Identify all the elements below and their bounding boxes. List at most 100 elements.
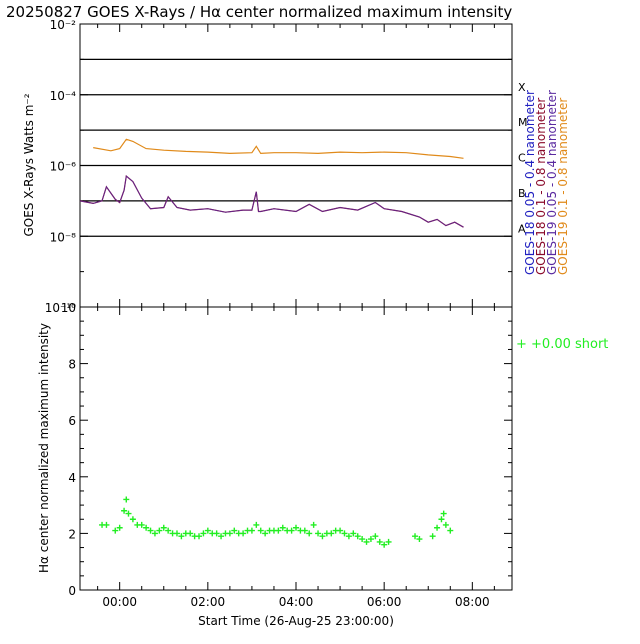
halpha-point [350, 530, 357, 537]
halpha-point [434, 524, 441, 531]
goes-class-lines [80, 58, 512, 237]
y-tick-label: 0 [68, 584, 76, 598]
y-tick-label: 10⁻⁸ [50, 230, 77, 244]
halpha-x-ticks: 00:00 02:00 04:00 06:00 08:00 [97, 307, 495, 609]
flare-class-label: A [518, 222, 526, 235]
halpha-point [226, 530, 233, 537]
halpha-point [253, 521, 260, 528]
halpha-point [319, 533, 326, 540]
halpha-point [138, 521, 145, 528]
halpha-point [293, 524, 299, 531]
halpha-point [288, 527, 295, 534]
halpha-point [367, 536, 374, 543]
halpha-panel-frame [79, 306, 513, 591]
goes-series-line [79, 174, 464, 228]
goes-legend-entry: GOES-19 0.05 - 0.4 nanometer [545, 90, 559, 275]
halpha-point [416, 536, 423, 543]
halpha-point [385, 538, 392, 545]
goes-series-line [93, 138, 464, 159]
halpha-point [125, 510, 132, 517]
y-tick-label: 10⁻¹⁰ [45, 301, 76, 315]
halpha-point [440, 510, 447, 517]
goes-series-line [79, 175, 464, 228]
halpha-point [328, 530, 335, 537]
halpha-point [376, 538, 383, 545]
halpha-point [257, 527, 264, 534]
figure-title: 20250827 GOES X-Rays / Hα center normali… [6, 3, 512, 21]
halpha-point [301, 527, 308, 534]
halpha-point [372, 533, 379, 540]
halpha-point [116, 524, 123, 531]
halpha-y-axis-label: Hα center normalized maximum intensity [37, 323, 51, 573]
halpha-point [447, 527, 454, 534]
halpha-point [123, 496, 130, 503]
halpha-point [165, 527, 172, 534]
flare-class-label: B [518, 187, 526, 200]
halpha-series [99, 496, 454, 548]
halpha-point [337, 527, 344, 534]
halpha-point [196, 533, 203, 540]
halpha-point [187, 530, 194, 537]
goes-series [79, 138, 464, 228]
halpha-point [143, 524, 150, 531]
flare-class-label: C [518, 152, 526, 165]
y-tick-label: 10⁻⁴ [50, 89, 77, 103]
x-tick-label: 06:00 [367, 595, 402, 609]
halpha-point [381, 541, 388, 548]
flare-class-label: X [518, 81, 526, 94]
flare-class-labels: A B C M X [518, 81, 528, 236]
halpha-point [341, 530, 348, 537]
halpha-panel: 0 2 4 6 8 10 00:00 02:00 04:00 06:00 08:00 Hα cen… [37, 301, 608, 628]
x-tick-label: 04:00 [279, 595, 314, 609]
halpha-point [200, 530, 207, 537]
y-tick-label: 6 [68, 414, 76, 428]
halpha-point [248, 527, 255, 534]
halpha-point [363, 538, 370, 545]
halpha-point [429, 533, 436, 540]
halpha-point [310, 521, 317, 528]
halpha-point [438, 516, 445, 523]
x-tick-label: 08:00 [455, 595, 490, 609]
halpha-point [156, 527, 163, 534]
halpha-point [121, 507, 128, 514]
halpha-y-ticks: 0 2 4 6 8 10 [61, 301, 512, 598]
halpha-point [306, 530, 313, 537]
halpha-point [129, 516, 136, 523]
halpha-point [240, 530, 247, 537]
halpha-point [279, 524, 286, 531]
halpha-point [151, 530, 158, 537]
y-tick-label: 2 [68, 527, 76, 541]
halpha-point [218, 533, 225, 540]
goes-legend-entry: GOES-18 0.1 - 0.8 nanometer [534, 98, 548, 275]
halpha-legend: + +0.00 short [516, 337, 608, 352]
halpha-point [213, 530, 220, 537]
x-axis-label: Start Time (26-Aug-25 23:00:00) [198, 614, 394, 628]
goes-xray-panel: 10⁻¹⁰ 10⁻⁸ 10⁻⁶ 10⁻⁴ 10⁻² A B C M X GOES X-Rays … [22, 18, 570, 315]
halpha-point [160, 524, 167, 531]
halpha-point [173, 530, 180, 537]
y-tick-label: 10 [61, 301, 76, 315]
halpha-point [345, 533, 352, 540]
goes-y-axis-label: GOES X-Rays Watts m⁻² [22, 93, 36, 236]
halpha-point [103, 521, 110, 528]
halpha-point [204, 527, 211, 534]
y-tick-label: 10⁻² [50, 18, 77, 32]
halpha-point [315, 530, 322, 537]
halpha-point [231, 527, 238, 534]
goes-legend-entry: GOES-19 0.1 - 0.8 nanometer [556, 98, 570, 275]
goes-legend-entry: GOES-18 0.05 - 0.4 nanometer [523, 90, 537, 275]
halpha-point [178, 533, 185, 540]
flare-class-label: M [518, 116, 528, 129]
halpha-point [354, 533, 361, 540]
halpha-point [275, 527, 282, 534]
x-tick-label: 00:00 [102, 595, 137, 609]
y-tick-label: 4 [68, 471, 76, 485]
y-tick-label: 10⁻⁶ [50, 160, 77, 174]
y-tick-label: 8 [68, 358, 76, 372]
x-tick-label: 02:00 [191, 595, 226, 609]
goes-y-ticks: 10⁻¹⁰ 10⁻⁸ 10⁻⁶ 10⁻⁴ 10⁻² [45, 18, 512, 315]
halpha-point [359, 536, 366, 543]
